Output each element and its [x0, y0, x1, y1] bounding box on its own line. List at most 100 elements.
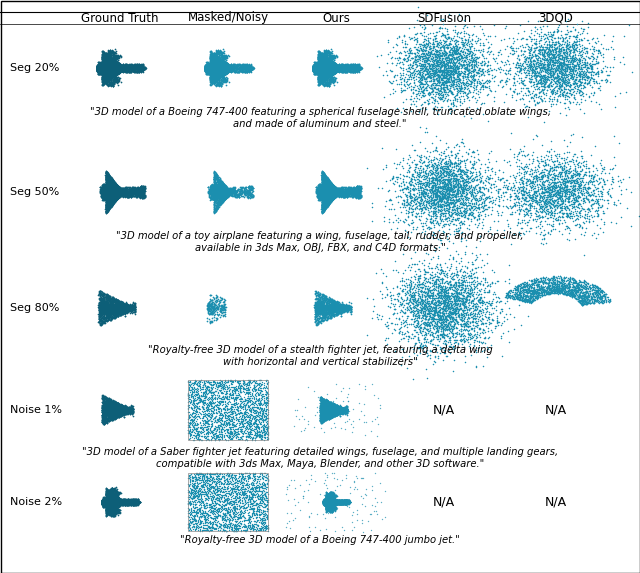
Point	[101, 305, 111, 314]
Point	[438, 80, 448, 89]
Point	[123, 496, 133, 505]
Point	[116, 189, 127, 198]
Point	[322, 193, 332, 202]
Point	[228, 64, 238, 73]
Point	[109, 67, 119, 76]
Point	[352, 182, 362, 191]
Point	[199, 411, 209, 421]
Point	[466, 39, 476, 48]
Point	[579, 70, 589, 80]
Point	[438, 68, 448, 77]
Point	[225, 512, 235, 521]
Point	[413, 256, 424, 265]
Point	[567, 289, 577, 298]
Point	[421, 77, 431, 87]
Point	[308, 64, 319, 73]
Point	[520, 205, 531, 214]
Point	[451, 313, 461, 322]
Point	[319, 405, 330, 414]
Point	[541, 159, 551, 168]
Point	[100, 68, 110, 77]
Point	[109, 60, 119, 69]
Point	[543, 68, 554, 77]
Point	[118, 497, 129, 507]
Point	[259, 382, 269, 391]
Point	[569, 177, 579, 186]
Point	[548, 95, 559, 104]
Point	[242, 525, 252, 534]
Point	[492, 226, 502, 235]
Point	[100, 307, 110, 316]
Point	[328, 499, 339, 508]
Point	[215, 197, 225, 206]
Point	[579, 59, 589, 68]
Point	[111, 66, 121, 75]
Point	[340, 406, 351, 415]
Point	[221, 190, 232, 199]
Point	[113, 67, 123, 76]
Point	[317, 401, 327, 410]
Point	[451, 38, 461, 47]
Point	[330, 58, 340, 68]
Point	[582, 286, 593, 295]
Point	[98, 74, 108, 83]
Point	[561, 43, 571, 52]
Point	[218, 311, 228, 320]
Point	[321, 182, 331, 191]
Point	[140, 184, 150, 193]
Point	[315, 76, 325, 85]
Point	[116, 64, 127, 73]
Point	[110, 180, 120, 190]
Point	[448, 194, 458, 203]
Point	[128, 304, 138, 313]
Point	[336, 64, 346, 73]
Point	[115, 500, 125, 509]
Point	[201, 62, 211, 72]
Point	[451, 192, 461, 201]
Point	[586, 191, 596, 200]
Point	[415, 67, 425, 76]
Point	[440, 93, 450, 103]
Point	[321, 397, 331, 406]
Point	[473, 34, 483, 43]
Point	[257, 401, 267, 410]
Point	[209, 190, 220, 199]
Point	[521, 193, 531, 202]
Point	[101, 501, 111, 511]
Point	[205, 60, 216, 69]
Point	[193, 523, 203, 532]
Point	[110, 60, 120, 69]
Point	[460, 297, 470, 306]
Point	[328, 402, 338, 411]
Point	[544, 287, 554, 296]
Point	[96, 301, 106, 310]
Point	[313, 59, 323, 68]
Point	[326, 57, 336, 66]
Point	[330, 304, 340, 313]
Point	[99, 496, 109, 505]
Point	[318, 73, 328, 82]
Point	[235, 509, 245, 519]
Point	[333, 187, 343, 196]
Point	[206, 379, 216, 388]
Point	[564, 49, 575, 58]
Point	[246, 390, 257, 399]
Point	[329, 399, 339, 409]
Point	[111, 182, 121, 191]
Point	[218, 66, 228, 76]
Point	[121, 307, 131, 316]
Point	[104, 412, 115, 421]
Point	[225, 190, 235, 199]
Point	[467, 324, 477, 333]
Point	[410, 56, 420, 65]
Point	[330, 500, 340, 509]
Point	[108, 497, 118, 507]
Point	[124, 495, 134, 504]
Point	[371, 268, 381, 277]
Point	[326, 61, 337, 70]
Point	[113, 65, 124, 74]
Point	[122, 497, 132, 506]
Point	[100, 400, 110, 409]
Point	[102, 195, 112, 204]
Point	[328, 58, 338, 67]
